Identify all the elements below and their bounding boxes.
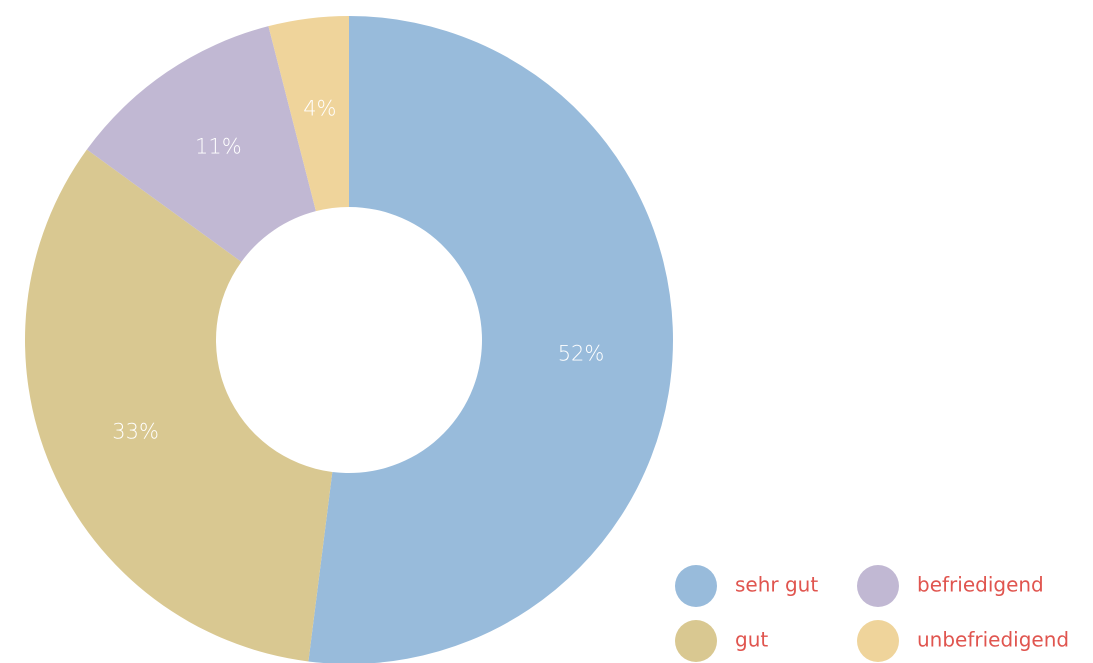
- data-label: 4%: [303, 96, 336, 120]
- donut-slice: [86, 26, 316, 262]
- donut-slice: [308, 16, 673, 663]
- donut-slice: [24, 149, 333, 662]
- data-label: 33%: [112, 419, 159, 443]
- legend-swatch: [675, 565, 717, 607]
- legend-swatch: [675, 620, 717, 662]
- legend-swatch: [857, 620, 899, 662]
- legend-label: unbefriedigend: [917, 628, 1069, 652]
- data-label: 52%: [558, 342, 605, 366]
- legend-label: befriedigend: [917, 573, 1044, 597]
- legend-swatch: [857, 565, 899, 607]
- data-label: 11%: [195, 135, 242, 159]
- legend-label: gut: [735, 628, 768, 652]
- legend-label: sehr gut: [735, 573, 818, 597]
- donut-slice: [268, 16, 349, 212]
